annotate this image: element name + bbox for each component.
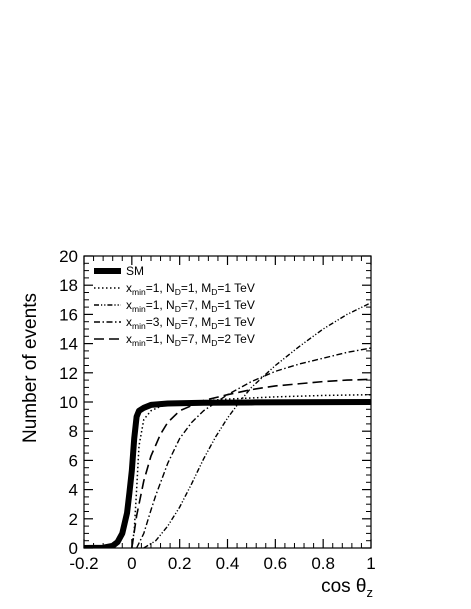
y-tick-label: 18 <box>59 276 78 295</box>
y-tick-label: 10 <box>59 393 78 412</box>
legend-label-xmin1-nd1-md1: xmin=1, ND=1, MD=1 TeV <box>126 281 255 297</box>
series-line-xmin1-nd7-md2 <box>131 378 371 548</box>
legend-text-part: =1 TeV <box>217 281 254 295</box>
legend-text-part: =7, M <box>181 298 211 312</box>
legend-text-part: =1, M <box>181 281 211 295</box>
x-tick-label: 1 <box>366 554 375 573</box>
legend-text-part: min <box>132 321 146 331</box>
legend-text-part: =7, M <box>181 332 211 346</box>
legend-text-part: =2 TeV <box>217 332 254 346</box>
x-axis-label-sub: z <box>367 585 374 600</box>
series-line-sm <box>84 399 371 548</box>
legend-text-part: x <box>126 332 132 346</box>
legend-text-part: =1 TeV <box>217 315 254 329</box>
legend-text-part: =1, N <box>146 281 175 295</box>
legend-text-part: D <box>211 304 217 314</box>
legend-text-part: =1, N <box>146 298 175 312</box>
x-axis-label-main: cos θ <box>321 576 366 597</box>
y-tick-label: 16 <box>59 305 78 324</box>
y-tick-label: 6 <box>69 451 78 470</box>
x-tick-label: -0.2 <box>69 554 98 573</box>
legend-text-part: D <box>175 304 181 314</box>
x-tick-label: 0.8 <box>311 554 335 573</box>
x-tick-label: 0.4 <box>216 554 240 573</box>
legend-text-part: min <box>132 287 146 297</box>
x-tick-label: 0.6 <box>264 554 288 573</box>
y-tick-label: 8 <box>69 422 78 441</box>
series-line-xmin3-nd7-md1 <box>135 347 371 548</box>
legend-text-part: D <box>175 338 181 348</box>
legend-text-part: D <box>175 287 181 297</box>
y-axis-label: Number of events <box>20 293 41 443</box>
y-tick-label: 4 <box>69 481 78 500</box>
plot-frame <box>83 255 372 549</box>
legend-label-xmin1-nd7-md1: xmin=1, ND=7, MD=1 TeV <box>126 298 255 314</box>
legend-label-sm: SM <box>126 264 144 278</box>
legend-text-part: x <box>126 281 132 295</box>
x-tick-label: 0.2 <box>168 554 192 573</box>
legend-text-part: min <box>132 338 146 348</box>
x-tick-label: 0 <box>127 554 136 573</box>
series-layer <box>84 302 371 548</box>
y-tick-label: 14 <box>59 335 78 354</box>
legend-text-part: D <box>211 287 217 297</box>
legend-text-part: D <box>211 338 217 348</box>
legend-text-part: D <box>175 321 181 331</box>
legend-text-part: x <box>126 315 132 329</box>
legend-text-part: SM <box>126 264 144 278</box>
y-tick-label: 0 <box>69 539 78 558</box>
legend-text-part: =1, N <box>146 332 175 346</box>
legend-text-part: =1 TeV <box>217 298 254 312</box>
legend-label-xmin3-nd7-md1: xmin=3, ND=7, MD=1 TeV <box>126 315 255 331</box>
legend-label-xmin1-nd7-md2: xmin=1, ND=7, MD=2 TeV <box>126 332 255 348</box>
legend-text-part: =3, N <box>146 315 175 329</box>
y-tick-label: 20 <box>59 247 78 266</box>
x-axis-label: cos θz <box>321 576 373 600</box>
legend-text-part: D <box>211 321 217 331</box>
y-tick-label: 12 <box>59 364 78 383</box>
legend-text-part: =7, M <box>181 315 211 329</box>
series-line-xmin1-nd7-md1 <box>143 302 371 548</box>
y-tick-label: 2 <box>69 510 78 529</box>
legend-text-part: min <box>132 304 146 314</box>
legend-text-part: x <box>126 298 132 312</box>
